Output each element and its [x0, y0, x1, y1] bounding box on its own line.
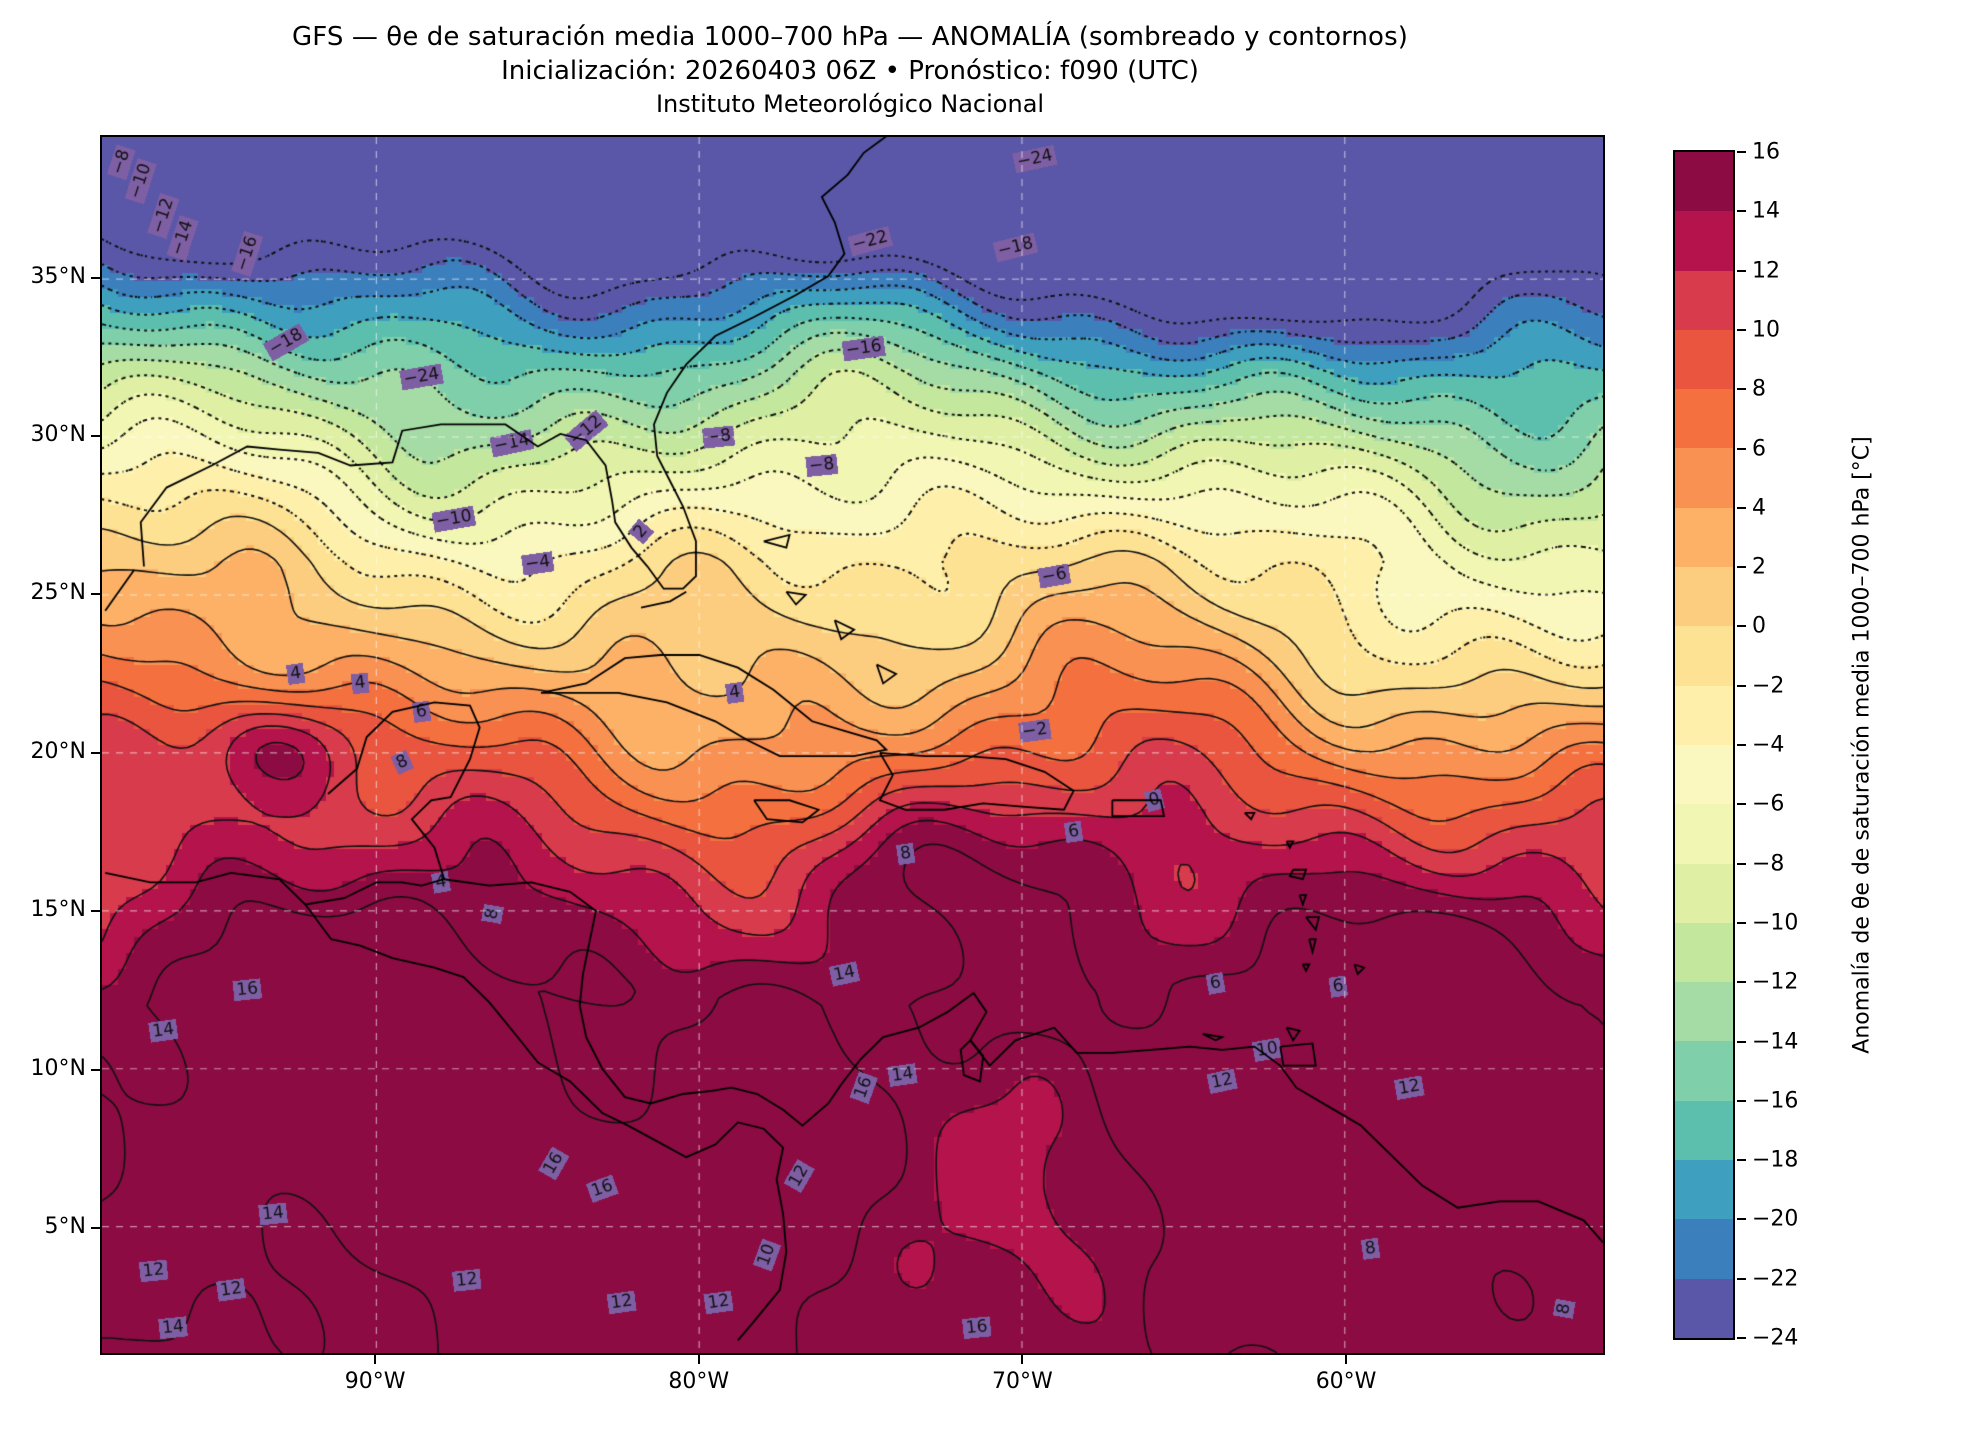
colorbar-tick: [1737, 1159, 1746, 1162]
colorbar-segment: [1675, 804, 1733, 864]
colorbar-tick: [1737, 684, 1746, 687]
longitude-tick: [1345, 1355, 1348, 1364]
colorbar-segment: [1675, 922, 1733, 983]
longitude-tick-label: 80°W: [668, 1369, 730, 1394]
colorbar-segment: [1675, 744, 1733, 805]
colorbar-tick-label: −10: [1752, 910, 1799, 936]
colorbar-tick-label: −18: [1752, 1147, 1799, 1173]
latitude-tick: [91, 435, 100, 438]
colorbar-tick: [1737, 566, 1746, 569]
colorbar-tick: [1737, 506, 1746, 509]
colorbar-tick-label: 14: [1752, 198, 1780, 224]
colorbar-tick: [1737, 269, 1746, 272]
colorbar-tick-label: 6: [1752, 436, 1766, 461]
colorbar-tick: [1737, 1218, 1746, 1221]
latitude-tick-label: 20°N: [30, 738, 86, 764]
colorbar-tick: [1737, 921, 1746, 924]
colorbar-tick: [1737, 210, 1746, 213]
chart-subtitle: Inicialización: 20260403 06Z • Pronóstic…: [501, 56, 1199, 87]
latitude-tick-label: 35°N: [30, 263, 86, 289]
colorbar-segment: [1675, 152, 1733, 212]
map-plot-area: [100, 135, 1605, 1355]
colorbar-tick-label: 4: [1752, 495, 1766, 521]
latitude-tick: [91, 1227, 100, 1230]
colorbar-tick: [1737, 1337, 1746, 1339]
longitude-tick: [374, 1355, 377, 1364]
colorbar-segment: [1675, 507, 1733, 568]
colorbar-tick-label: 0: [1752, 613, 1766, 639]
chart-agency: Instituto Meteorológico Nacional: [655, 89, 1045, 118]
longitude-tick-label: 70°W: [992, 1369, 1053, 1394]
colorbar-tick-label: −12: [1752, 969, 1799, 995]
colorbar-tick: [1737, 151, 1746, 153]
colorbar: [1673, 150, 1735, 1340]
colorbar-tick-label: −2: [1752, 673, 1785, 699]
colorbar-tick: [1737, 328, 1746, 331]
colorbar-segment: [1675, 567, 1733, 627]
longitude-tick-label: 60°W: [1315, 1369, 1377, 1394]
colorbar-segment: [1675, 329, 1733, 390]
colorbar-tick: [1737, 862, 1746, 865]
title-block: GFS — θe de saturación media 1000–700 hP…: [0, 20, 1700, 120]
colorbar-tick-label: −20: [1752, 1206, 1799, 1232]
longitude-tick: [1021, 1355, 1024, 1364]
latitude-tick-label: 30°N: [30, 422, 86, 448]
colorbar-tick-label: −16: [1752, 1088, 1799, 1114]
latitude-tick-label: 15°N: [30, 897, 86, 923]
colorbar-segment: [1675, 982, 1733, 1042]
colorbar-tick-label: −8: [1752, 851, 1785, 877]
latitude-tick: [91, 751, 100, 754]
colorbar-segment: [1675, 626, 1733, 686]
colorbar-tick-label: 8: [1752, 376, 1766, 402]
latitude-tick: [91, 593, 100, 596]
colorbar-tick: [1737, 1099, 1746, 1102]
latitude-tick-label: 5°N: [44, 1214, 86, 1240]
colorbar-tick-label: 10: [1752, 317, 1780, 343]
colorbar-segment: [1675, 389, 1733, 449]
longitude-tick: [697, 1355, 700, 1364]
latitude-tick-label: 10°N: [30, 1055, 86, 1081]
latitude-tick: [91, 1068, 100, 1071]
colorbar-tick: [1737, 981, 1746, 984]
colorbar-segment: [1675, 1041, 1733, 1101]
colorbar-tick-label: 12: [1752, 258, 1780, 284]
colorbar-segment: [1675, 863, 1733, 923]
colorbar-tick: [1737, 447, 1746, 450]
colorbar-segment: [1675, 1278, 1733, 1338]
colorbar-segment: [1675, 270, 1733, 330]
longitude-tick-label: 90°W: [344, 1369, 406, 1394]
colorbar-tick-label: −6: [1752, 791, 1785, 817]
colorbar-tick-label: 16: [1752, 139, 1780, 165]
colorbar-tick: [1737, 1040, 1746, 1043]
colorbar-tick: [1737, 625, 1746, 628]
latitude-tick: [91, 910, 100, 913]
colorbar-tick: [1737, 388, 1746, 391]
colorbar-tick-label: −22: [1752, 1266, 1799, 1292]
colorbar-tick-label: −4: [1752, 732, 1785, 758]
latitude-tick-label: 25°N: [30, 580, 86, 606]
anomaly-heatmap-canvas: [102, 137, 1603, 1353]
colorbar-tick-label: −24: [1752, 1325, 1799, 1351]
colorbar-tick: [1737, 1277, 1746, 1280]
colorbar-tick-label: −14: [1752, 1029, 1799, 1054]
latitude-tick: [91, 276, 100, 279]
colorbar-tick-label: 2: [1752, 554, 1766, 580]
colorbar-segment: [1675, 1219, 1733, 1279]
colorbar-segment: [1675, 685, 1733, 745]
colorbar-title: Anomalía de θe de saturación media 1000–…: [1849, 436, 1875, 1054]
colorbar-segment: [1675, 1100, 1733, 1161]
colorbar-tick: [1737, 744, 1746, 746]
colorbar-segment: [1675, 1160, 1733, 1220]
colorbar-segment: [1675, 448, 1733, 508]
colorbar-tick: [1737, 803, 1746, 806]
colorbar-segment: [1675, 211, 1733, 271]
chart-title: GFS — θe de saturación media 1000–700 hP…: [292, 22, 1408, 52]
